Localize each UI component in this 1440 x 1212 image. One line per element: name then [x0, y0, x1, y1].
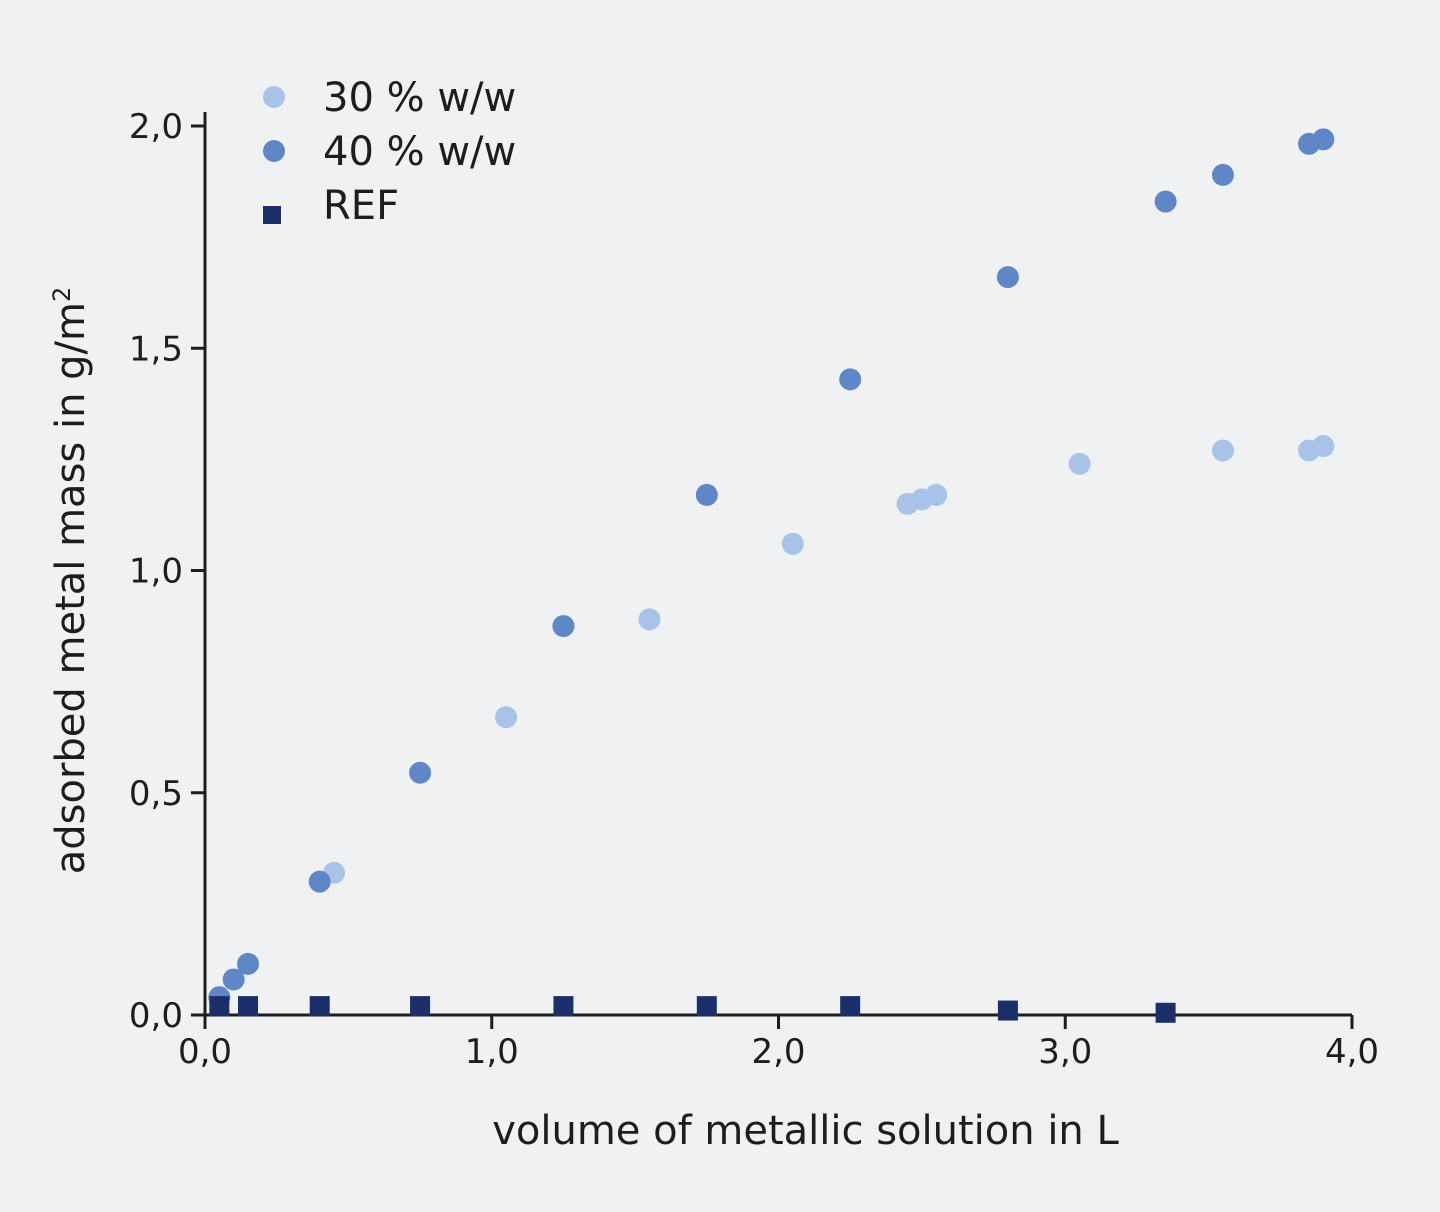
ref-data-point	[209, 996, 230, 1017]
legend-marker-square	[263, 206, 281, 224]
series-40-data-point	[308, 870, 331, 893]
x-axis-title: volume of metallic solution in L	[492, 1108, 1119, 1154]
x-tick-label: 3,0	[1038, 1032, 1092, 1072]
y-tick-label: 0,0	[129, 996, 183, 1036]
series-30-data-point	[1211, 439, 1234, 462]
y-tick-label: 1,0	[129, 552, 183, 592]
series-40-data-point	[409, 761, 432, 784]
ref-data-point	[696, 996, 717, 1017]
legend-label: REF	[323, 183, 399, 229]
x-tick-label: 0,0	[178, 1032, 232, 1072]
series-40-data-point	[222, 968, 245, 991]
ref-data-point	[309, 996, 330, 1017]
legend-label: 30 % w/w	[323, 75, 516, 121]
legend-label: 40 % w/w	[323, 129, 516, 175]
y-axis-title-text: adsorbed metal mass in g/m	[48, 302, 94, 874]
y-tick-label: 0,5	[129, 774, 183, 814]
series-40-data-point	[839, 368, 862, 391]
series-40-data-point	[1154, 190, 1177, 213]
series-30-data-point	[495, 706, 518, 729]
ticks: 0,0 0,5 1,0 1,5 2,0 0,0 1,0 2,0 3,0 4,0	[129, 107, 1379, 1072]
y-axis-title-superscript: 2	[48, 287, 76, 302]
series-40-data-point	[1211, 163, 1234, 186]
ref-data-point	[238, 996, 259, 1017]
axes	[203, 112, 1352, 1017]
y-tick-label: 2,0	[129, 107, 183, 147]
series-40-data-point	[695, 483, 718, 506]
ref-data-point	[840, 996, 861, 1017]
x-tick-label: 4,0	[1325, 1032, 1379, 1072]
legend: 30 % w/w 40 % w/w REF	[263, 75, 516, 229]
ref-data-point	[553, 996, 574, 1017]
series-40-data-point	[1312, 128, 1335, 151]
y-axis-title: adsorbed metal mass in g/m2	[48, 287, 94, 875]
y-tick-label: 1,5	[129, 329, 183, 369]
series-30-data-point	[781, 532, 804, 555]
legend-marker-circle	[263, 86, 285, 108]
series-30-data-point	[638, 608, 661, 631]
ref-data-point	[997, 1000, 1018, 1021]
series-30-data-point	[1312, 435, 1335, 458]
series-30-data-point	[1068, 452, 1091, 475]
legend-marker-circle	[263, 140, 285, 162]
data-points	[208, 128, 1335, 1023]
series-40-data-point	[237, 952, 260, 975]
series-30-data-point	[925, 483, 948, 506]
x-tick-label: 2,0	[751, 1032, 805, 1072]
x-tick-label: 1,0	[465, 1032, 519, 1072]
series-40-data-point	[552, 615, 575, 638]
ref-data-point	[1155, 1002, 1176, 1023]
series-40-data-point	[996, 266, 1019, 289]
ref-data-point	[410, 996, 431, 1017]
